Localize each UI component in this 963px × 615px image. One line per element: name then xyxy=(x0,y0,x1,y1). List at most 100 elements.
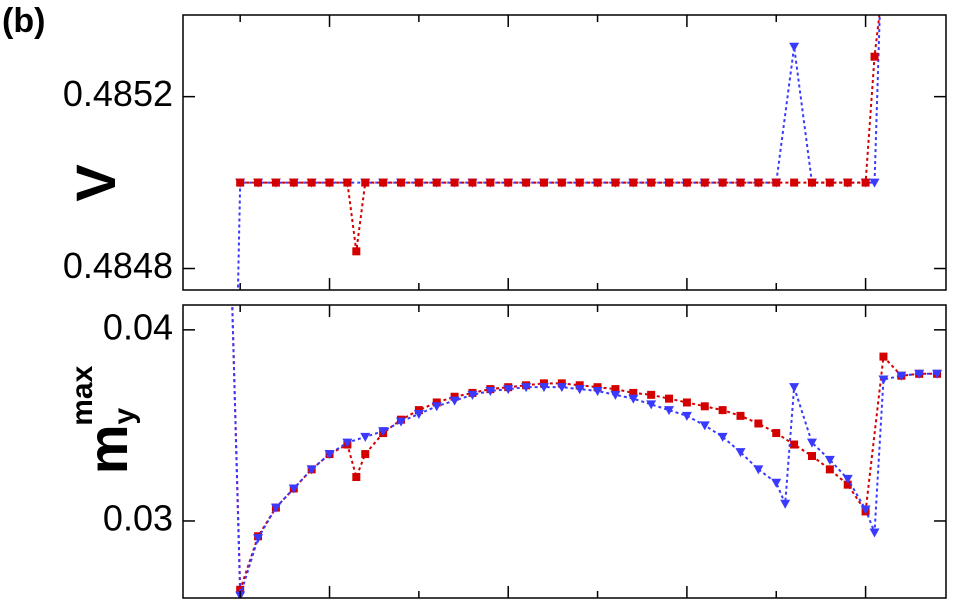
marker xyxy=(271,178,280,187)
marker xyxy=(504,178,513,187)
marker xyxy=(270,503,281,513)
marker xyxy=(807,451,816,460)
marker xyxy=(754,178,763,187)
marker xyxy=(556,383,567,393)
marker xyxy=(718,178,727,187)
plot-area xyxy=(233,7,884,316)
marker xyxy=(343,178,352,187)
marker xyxy=(682,398,691,407)
marker xyxy=(289,178,298,187)
marker xyxy=(772,178,781,187)
marker xyxy=(467,390,478,400)
marker xyxy=(325,178,334,187)
marker xyxy=(932,369,943,379)
marker xyxy=(629,388,638,397)
marker xyxy=(789,383,800,393)
marker xyxy=(914,369,925,379)
marker xyxy=(807,178,816,187)
marker xyxy=(307,178,316,187)
marker xyxy=(352,473,361,482)
marker xyxy=(869,528,880,538)
marker xyxy=(236,178,245,187)
marker xyxy=(876,7,884,15)
marker xyxy=(485,387,496,397)
series-line xyxy=(240,15,881,252)
marker xyxy=(378,427,389,437)
marker xyxy=(288,484,299,494)
marker xyxy=(306,465,317,475)
marker xyxy=(521,383,532,393)
marker xyxy=(611,385,620,394)
marker xyxy=(843,178,852,187)
marker xyxy=(228,305,237,306)
marker xyxy=(699,421,710,431)
marker xyxy=(522,178,531,187)
y-label-base: m xyxy=(76,424,139,474)
marker xyxy=(842,474,853,484)
marker xyxy=(860,505,871,515)
marker xyxy=(700,178,709,187)
y-tick-label: 0.03 xyxy=(103,497,173,538)
marker xyxy=(647,178,656,187)
marker xyxy=(789,42,800,52)
plot-frame xyxy=(182,304,947,599)
marker xyxy=(700,402,709,411)
y-label-sub: y xyxy=(108,407,141,424)
marker xyxy=(879,352,888,361)
marker xyxy=(861,178,870,187)
marker xyxy=(352,247,361,256)
marker xyxy=(253,534,264,544)
marker xyxy=(754,419,763,428)
marker xyxy=(593,178,602,187)
marker xyxy=(611,178,620,187)
marker xyxy=(664,406,675,416)
y-tick-label: 0.4852 xyxy=(63,73,173,114)
plot-area xyxy=(228,305,943,598)
marker xyxy=(610,390,621,400)
marker xyxy=(629,178,638,187)
marker xyxy=(342,438,353,448)
series-line xyxy=(231,305,938,591)
marker xyxy=(681,411,692,421)
plot-frame xyxy=(182,14,947,291)
marker xyxy=(790,440,799,449)
marker xyxy=(736,411,745,420)
marker xyxy=(360,432,371,442)
marker xyxy=(361,450,370,459)
y-label-sup: max xyxy=(66,365,99,425)
marker xyxy=(414,178,423,187)
marker xyxy=(665,394,674,403)
marker xyxy=(780,499,791,509)
marker xyxy=(361,178,370,187)
marker xyxy=(870,52,879,61)
marker xyxy=(647,390,656,399)
marker xyxy=(432,178,441,187)
marker xyxy=(254,178,263,187)
marker xyxy=(771,478,782,488)
marker xyxy=(575,178,584,187)
marker xyxy=(628,394,639,404)
marker xyxy=(557,178,566,187)
series-line xyxy=(231,305,938,596)
marker xyxy=(735,448,746,458)
marker xyxy=(682,178,691,187)
marker xyxy=(468,178,477,187)
marker xyxy=(736,178,745,187)
panel-label: (b) xyxy=(2,2,45,40)
marker xyxy=(665,178,674,187)
series-line xyxy=(236,15,881,290)
marker xyxy=(539,178,548,187)
marker xyxy=(824,455,835,465)
marker xyxy=(233,307,243,316)
marker xyxy=(753,465,764,475)
marker xyxy=(869,178,880,188)
marker xyxy=(843,480,852,489)
y-axis-label: V xyxy=(64,164,127,201)
marker xyxy=(538,383,549,393)
marker xyxy=(896,371,907,381)
marker xyxy=(646,400,657,410)
marker xyxy=(806,438,817,448)
marker xyxy=(878,375,889,385)
marker xyxy=(592,387,603,397)
marker xyxy=(413,409,424,419)
